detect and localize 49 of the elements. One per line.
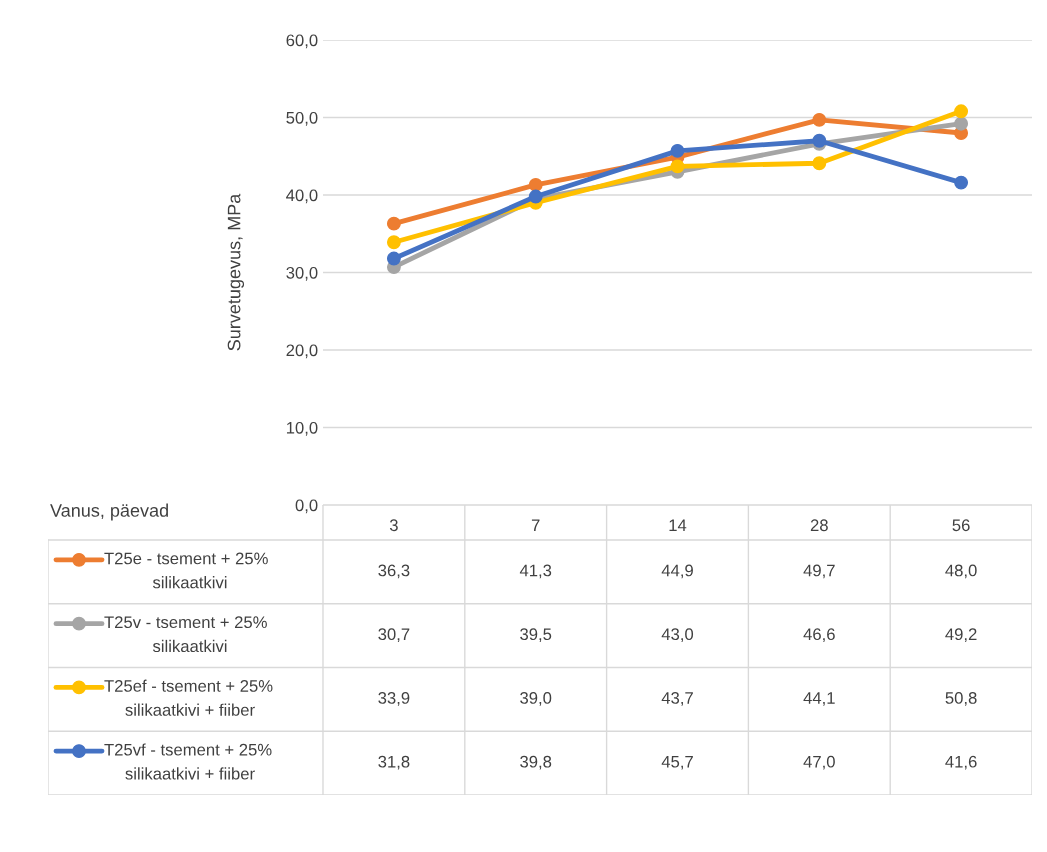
data-label: 43,0	[661, 628, 694, 643]
point	[528, 177, 543, 192]
data-label: 49,2	[945, 628, 977, 643]
data-label: 36,3	[378, 564, 410, 579]
legend-label: T25vf - tsement + 25% silikaatkivi + fiiber	[104, 743, 272, 780]
x-tick-label: 3	[389, 519, 398, 532]
point	[386, 251, 401, 266]
x-tick-label: 7	[531, 519, 540, 531]
text: Vanus, päevad	[50, 503, 168, 521]
data-label: 49,7	[803, 564, 835, 579]
y-axis-title: Survetugevus, MPa	[227, 193, 245, 351]
x-tick-label: 56	[952, 519, 970, 532]
data-label: 45,7	[661, 755, 693, 770]
data-label: 39,8	[520, 755, 552, 770]
y-tick-label: 0,0	[295, 499, 318, 514]
x-tick-label: 28	[810, 519, 828, 532]
data-label: 44,1	[803, 692, 835, 706]
data-label: 30,7	[378, 628, 410, 643]
y-tick-label: 60,0	[286, 34, 318, 49]
data-label: 44,9	[661, 564, 693, 579]
data-label: 41,6	[945, 755, 977, 770]
data-label: 41,3	[519, 564, 552, 579]
legend-label: T25ef - tsement + 25% silikaatkivi + fiiber	[104, 679, 273, 716]
data-label: 50,8	[945, 692, 977, 706]
data-label: 39,5	[520, 628, 552, 643]
data-label: 43,7	[661, 692, 693, 706]
legend-label: T25v - tsement + 25% silikaatkivi	[104, 616, 267, 653]
point	[954, 175, 969, 190]
data-label: 48,0	[945, 564, 977, 579]
point	[954, 104, 969, 119]
y-tick-label: 50,0	[286, 111, 318, 126]
point	[812, 156, 827, 171]
y-tick-label: 40,0	[286, 189, 318, 204]
point	[386, 235, 401, 250]
data-label: 39,0	[520, 692, 552, 706]
legend-label: T25e - tsement + 25% silikaatkivi	[104, 552, 268, 589]
point	[812, 112, 827, 127]
data-label: 33,9	[378, 692, 410, 706]
point	[670, 143, 685, 158]
y-tick-label: 10,0	[286, 421, 318, 436]
data-label: 46,6	[803, 628, 835, 643]
point	[954, 116, 969, 131]
y-tick-label: 30,0	[286, 266, 318, 281]
data-label: 47,0	[803, 755, 835, 770]
point	[670, 159, 685, 174]
point	[386, 216, 401, 231]
x-tick-label: 14	[669, 519, 687, 531]
data-label: 31,8	[378, 755, 410, 770]
y-tick-label: 20,0	[286, 344, 318, 359]
